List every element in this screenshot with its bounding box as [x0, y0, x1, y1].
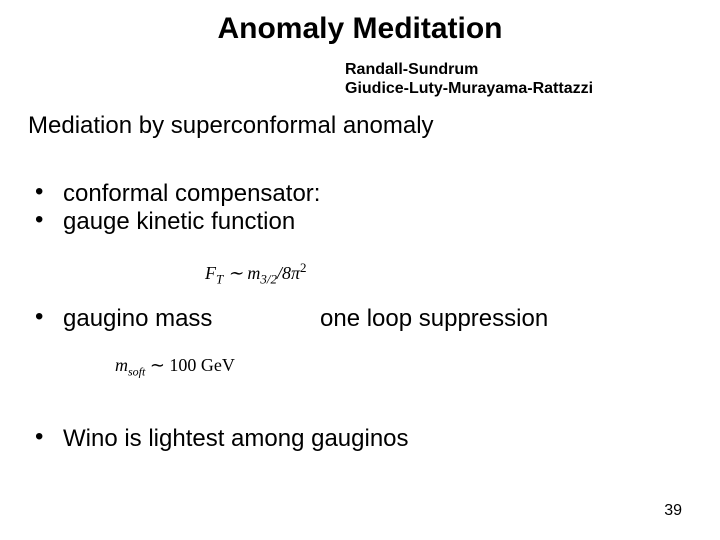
list-item: gauge kinetic function: [35, 208, 320, 236]
ref-line-1: Randall-Sundrum: [345, 60, 593, 79]
subheading: Mediation by superconformal anomaly: [28, 112, 434, 140]
bullet-group-3: Wino is lightest among gauginos: [35, 425, 409, 453]
side-note: one loop suppression: [320, 305, 548, 333]
slide-title: Anomaly Meditation: [0, 12, 720, 46]
slide: Anomaly Meditation Randall-Sundrum Giudi…: [0, 0, 720, 540]
page-number: 39: [664, 502, 682, 520]
list-item: gaugino mass: [35, 305, 212, 333]
ref-line-2: Giudice-Luty-Murayama-Rattazzi: [345, 79, 593, 98]
list-item: conformal compensator:: [35, 180, 320, 208]
bullet-group-1: conformal compensator: gauge kinetic fun…: [35, 180, 320, 236]
formula-gauge-kinetic: FT ∼ m3/2/8π2: [205, 260, 306, 288]
list-item: Wino is lightest among gauginos: [35, 425, 409, 453]
formula-msoft: msoft ∼ 100 GeV: [115, 355, 235, 380]
bullet-group-2: gaugino mass: [35, 305, 212, 333]
references: Randall-Sundrum Giudice-Luty-Murayama-Ra…: [345, 60, 593, 98]
